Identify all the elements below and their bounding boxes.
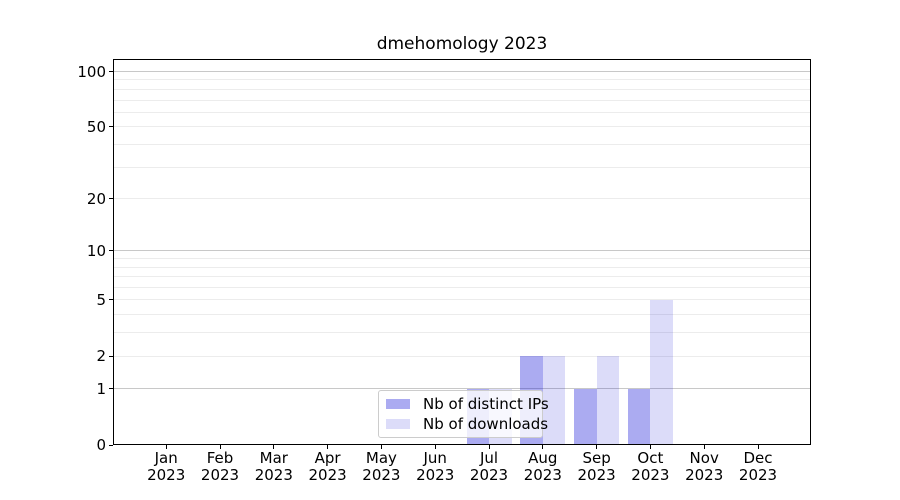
- bar-downloads-aug: [542, 356, 566, 444]
- x-tick: [434, 445, 436, 449]
- minor-gridline: [114, 79, 810, 81]
- y-tick-label: 100: [77, 62, 106, 81]
- x-tick: [757, 445, 759, 449]
- minor-gridline: [114, 332, 810, 334]
- y-tick-label: 2: [96, 347, 106, 366]
- legend-item-downloads: Nb of downloads: [379, 415, 548, 433]
- major-gridline: [114, 388, 810, 390]
- y-tick: [109, 198, 113, 200]
- y-tick: [109, 444, 113, 446]
- legend-item-distinct-ips: Nb of distinct IPs: [379, 395, 549, 413]
- minor-gridline: [114, 166, 810, 168]
- y-tick: [109, 126, 113, 128]
- bar-distinct-ips-oct: [627, 388, 651, 444]
- y-tick: [109, 250, 113, 252]
- y-tick: [109, 299, 113, 301]
- legend-swatch-distinct-ips: [386, 399, 410, 409]
- x-tick-label: Apr 2023: [308, 449, 347, 484]
- y-tick-label: 10: [86, 241, 106, 260]
- x-tick-label: Jan 2023: [147, 449, 186, 484]
- x-tick-label: Aug 2023: [523, 449, 562, 484]
- x-tick-label: Feb 2023: [200, 449, 240, 484]
- minor-gridline: [114, 126, 810, 128]
- minor-gridline: [114, 258, 810, 260]
- minor-gridline: [114, 355, 810, 357]
- minor-gridline: [114, 266, 810, 268]
- chart-title: dmehomology 2023: [376, 34, 548, 54]
- minor-gridline: [114, 287, 810, 289]
- minor-gridline: [114, 143, 810, 145]
- major-gridline: [114, 71, 810, 72]
- x-tick: [703, 445, 705, 449]
- minor-gridline: [114, 88, 810, 90]
- x-tick: [327, 445, 329, 449]
- y-tick-label: 0: [96, 436, 106, 454]
- y-tick-label: 5: [96, 290, 106, 309]
- x-tick: [380, 445, 382, 449]
- x-tick-label: Sep 2023: [577, 449, 616, 484]
- minor-gridline: [114, 314, 810, 316]
- x-tick: [488, 445, 490, 449]
- legend-label-distinct-ips: Nb of distinct IPs: [423, 395, 549, 413]
- x-tick-label: Nov 2023: [685, 449, 724, 484]
- legend-label-downloads: Nb of downloads: [423, 415, 549, 433]
- minor-gridline: [114, 198, 810, 200]
- x-tick: [219, 445, 221, 449]
- minor-gridline: [114, 299, 810, 301]
- x-tick-label: Mar 2023: [254, 449, 293, 484]
- minor-gridline: [114, 111, 810, 113]
- x-tick-label: Oct 2023: [631, 449, 670, 484]
- y-tick: [109, 71, 113, 72]
- x-tick-label: Jul 2023: [469, 449, 509, 484]
- x-tick-label: Jun 2023: [416, 449, 455, 484]
- bar-downloads-sep: [596, 356, 620, 444]
- x-tick: [542, 445, 544, 449]
- y-tick-label: 20: [86, 189, 106, 208]
- x-tick: [596, 445, 598, 449]
- y-tick-label: 1: [96, 379, 106, 398]
- minor-gridline: [114, 276, 810, 278]
- bar-distinct-ips-sep: [574, 388, 597, 444]
- major-gridline: [114, 250, 810, 252]
- x-tick-label: Dec 2023: [738, 449, 778, 484]
- minor-gridline: [114, 99, 810, 101]
- y-tick-label: 50: [86, 117, 106, 136]
- y-tick: [109, 388, 113, 390]
- plot-frame: [113, 59, 811, 445]
- x-tick: [273, 445, 275, 449]
- bar-downloads-oct: [650, 299, 673, 444]
- x-tick: [649, 445, 651, 449]
- legend-swatch-downloads: [386, 419, 410, 429]
- y-tick: [109, 355, 113, 357]
- legend: Nb of distinct IPs Nb of downloads: [378, 390, 549, 438]
- x-tick: [165, 445, 167, 449]
- x-tick-label: May 2023: [362, 449, 401, 484]
